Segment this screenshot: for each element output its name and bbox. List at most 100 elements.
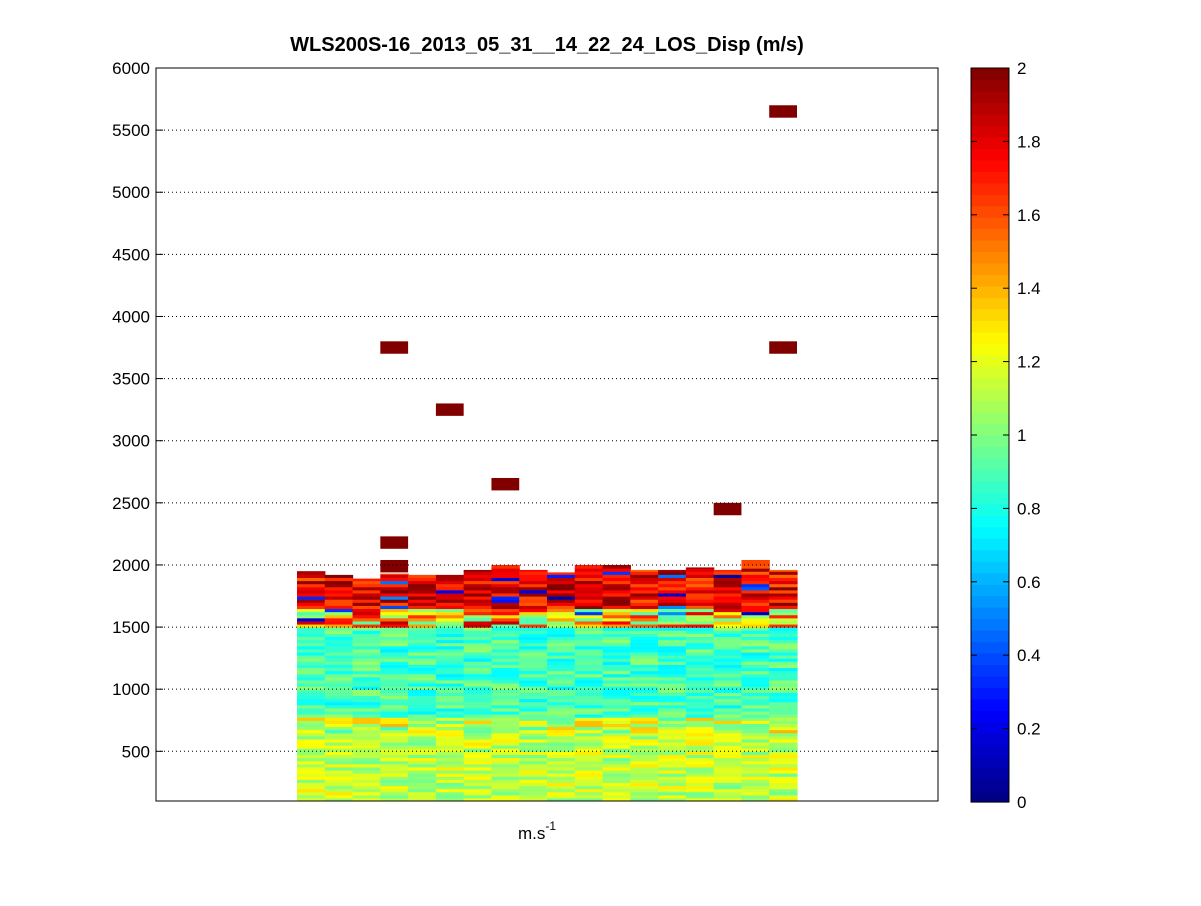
colorbar-swatch xyxy=(971,629,1009,643)
heatmap-cell xyxy=(602,667,631,672)
heatmap-cell xyxy=(713,791,743,796)
heatmap-cell xyxy=(574,704,604,709)
heatmap-cell xyxy=(435,661,465,665)
heatmap-cell xyxy=(658,710,687,715)
heatmap-cell xyxy=(408,614,437,619)
heatmap-cell xyxy=(602,773,631,777)
heatmap-cell xyxy=(380,658,409,662)
heatmap-cell xyxy=(519,794,548,799)
heatmap-cell xyxy=(324,577,354,582)
heatmap-cell xyxy=(352,592,381,597)
heatmap-cell xyxy=(519,701,548,706)
heatmap-cell xyxy=(713,596,743,600)
heatmap-cell xyxy=(297,633,326,637)
heatmap-cell xyxy=(435,586,465,591)
heatmap-cell xyxy=(408,667,437,672)
heatmap-cell xyxy=(491,648,520,653)
heatmap-cell xyxy=(685,701,715,706)
heatmap-cell xyxy=(435,745,465,749)
heatmap-cell xyxy=(630,571,659,575)
heatmap-cell xyxy=(380,645,409,650)
heatmap-cell xyxy=(297,766,326,771)
heatmap-cell xyxy=(685,620,715,625)
heatmap-cell xyxy=(769,620,798,625)
heatmap-cell xyxy=(574,633,604,637)
heatmap-cell xyxy=(602,645,631,650)
heatmap-cell xyxy=(463,599,493,603)
y-tick-label: 2500 xyxy=(112,494,150,513)
heatmap-cell xyxy=(658,695,687,700)
heatmap-cell xyxy=(380,729,409,734)
heatmap-cell xyxy=(741,564,770,569)
heatmap-cell xyxy=(713,605,743,610)
heatmap-cell xyxy=(324,779,354,783)
heatmap-cell xyxy=(519,735,548,740)
heatmap-cell xyxy=(435,723,465,728)
heatmap-cell xyxy=(741,707,770,712)
heatmap-cell xyxy=(658,791,687,796)
heatmap-cell xyxy=(602,726,631,731)
heatmap-cell xyxy=(685,754,715,759)
heatmap-cell xyxy=(491,636,520,641)
heatmap-cell xyxy=(769,648,798,653)
heatmap-cell xyxy=(519,599,548,603)
heatmap-cell xyxy=(547,605,576,610)
heatmap-cell xyxy=(658,577,687,582)
heatmap-cell xyxy=(408,785,437,790)
heatmap-cell xyxy=(463,676,493,681)
heatmap-cell xyxy=(435,785,465,790)
heatmap-cell xyxy=(435,788,465,793)
heatmap-cell xyxy=(685,577,715,582)
heatmap-cell xyxy=(491,620,520,625)
heatmap-cell xyxy=(324,766,354,771)
heatmap-cell xyxy=(574,623,604,628)
heatmap-cell xyxy=(547,673,576,678)
heatmap-cell xyxy=(713,661,743,665)
heatmap-cell xyxy=(713,608,743,613)
heatmap-cell xyxy=(352,794,381,799)
heatmap-cell xyxy=(297,630,326,634)
heatmap-cell xyxy=(380,686,409,690)
heatmap-cell xyxy=(519,714,548,718)
heatmap-cell xyxy=(630,682,659,687)
heatmap-cell xyxy=(352,599,381,603)
heatmap-cell xyxy=(380,620,409,625)
heatmap-cell xyxy=(352,611,381,616)
heatmap-cell xyxy=(435,735,465,740)
heatmap-cell xyxy=(602,580,631,585)
heatmap-cell xyxy=(463,620,493,625)
heatmap-cell xyxy=(685,623,715,628)
heatmap-cell xyxy=(380,741,409,746)
heatmap-cell xyxy=(602,655,631,659)
colorbar-swatch xyxy=(971,343,1009,356)
heatmap-cell xyxy=(630,741,659,746)
heatmap-cell xyxy=(408,617,437,622)
heatmap-cell xyxy=(297,596,326,600)
heatmap-cell xyxy=(463,717,493,721)
heatmap-cell xyxy=(685,745,715,749)
heatmap-cell xyxy=(602,682,631,687)
colorbar-swatch xyxy=(971,790,1009,803)
heatmap-cell xyxy=(658,735,687,740)
heatmap-cell xyxy=(713,738,743,743)
heatmap-cell xyxy=(491,686,520,690)
heatmap-cell xyxy=(380,710,409,715)
heatmap-cell xyxy=(685,617,715,622)
heatmap-cell xyxy=(602,692,631,696)
heatmap-cell xyxy=(324,602,354,606)
heatmap-cell xyxy=(380,608,409,613)
heatmap-cell xyxy=(435,757,465,762)
heatmap-cell xyxy=(408,717,437,721)
heatmap-cell xyxy=(713,710,743,715)
colorbar-tick-label: 2 xyxy=(1017,59,1026,78)
heatmap-cell xyxy=(435,729,465,734)
heatmap-cell xyxy=(741,686,770,690)
heatmap-cell xyxy=(769,766,798,771)
heatmap-cell xyxy=(547,788,576,793)
heatmap-cell xyxy=(380,754,409,759)
heatmap-cell xyxy=(741,568,770,572)
heatmap-cell xyxy=(602,723,631,728)
heatmap-cell xyxy=(297,617,326,622)
heatmap-cell xyxy=(547,723,576,728)
heatmap-cell xyxy=(630,627,659,631)
